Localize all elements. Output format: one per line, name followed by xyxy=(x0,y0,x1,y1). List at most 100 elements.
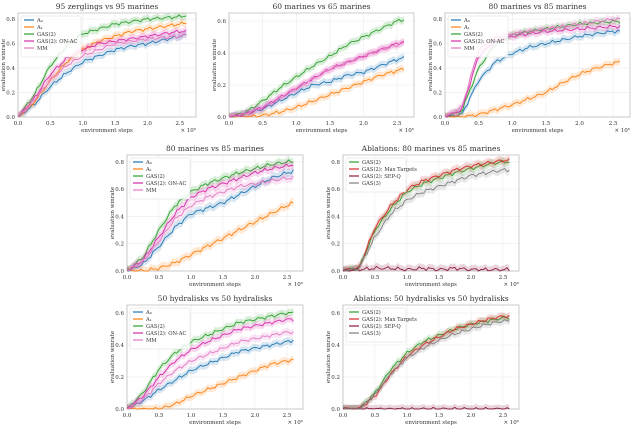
series-line xyxy=(126,163,294,272)
x-multiplier: × 10⁶ xyxy=(287,419,303,426)
x-tick-label: 1.0 xyxy=(187,413,196,419)
x-tick-label: 2.5 xyxy=(283,275,292,281)
x-multiplier: × 10⁶ xyxy=(503,281,519,288)
legend-label: A₁ xyxy=(145,167,152,173)
x-tick-label: 0.5 xyxy=(155,275,164,281)
series-line xyxy=(228,56,405,118)
x-tick-label: 0.5 xyxy=(371,275,380,281)
y-axis-label: evaluation winrate xyxy=(110,331,116,383)
legend-box xyxy=(447,15,509,58)
x-tick-label: 1.5 xyxy=(542,121,551,127)
y-tick-label: 0.4 xyxy=(331,214,340,220)
y-tick-label: 0.6 xyxy=(331,311,340,317)
y-axis-label: evaluation winrate xyxy=(428,39,434,91)
legend-label: GAS(3) xyxy=(362,180,381,187)
legend-label: GAS(2) xyxy=(464,31,483,38)
chart-title: 95 zerglings vs 95 marines xyxy=(56,2,159,11)
series-band xyxy=(343,313,510,409)
x-tick-label: 0.0 xyxy=(123,413,132,419)
series-band xyxy=(445,16,620,118)
y-axis-label: evaluation winrate xyxy=(110,187,116,239)
x-multiplier: × 10⁶ xyxy=(180,127,196,134)
x-tick-label: 0.5 xyxy=(474,121,483,127)
series-band xyxy=(127,336,294,409)
y-axis-label: evaluation winrate xyxy=(326,187,332,239)
legend-label: GAS(2) xyxy=(37,31,56,38)
plot-frame xyxy=(444,12,631,118)
series-band xyxy=(127,355,294,409)
legend-label: GAS(3) xyxy=(362,330,381,337)
legend-label: GAS(2): Max Targets xyxy=(362,316,417,323)
series-line xyxy=(126,318,294,409)
series-line xyxy=(342,406,510,410)
x-tick-label: 1.0 xyxy=(78,121,87,127)
y-tick-label: 0.6 xyxy=(6,42,15,48)
y-tick-label: 0.2 xyxy=(115,375,124,381)
series-line xyxy=(343,314,510,410)
y-tick-label: 0.6 xyxy=(331,187,340,193)
legend-box xyxy=(20,15,82,58)
series-line xyxy=(126,311,294,409)
series-line xyxy=(228,41,405,118)
legend-label: GAS(2): ON-AC xyxy=(37,38,77,45)
x-multiplier: × 10⁶ xyxy=(287,281,303,288)
x-tick-label: 0.0 xyxy=(441,121,450,127)
series-line xyxy=(126,201,294,272)
panel-p3: 80 marines vs 85 marines 0.0 0.2 0.4 0.6 0.8 0… xyxy=(428,2,631,134)
x-multiplier: × 10⁶ xyxy=(398,127,414,134)
x-tick-label: 1.5 xyxy=(219,275,228,281)
x-tick-label: 1.0 xyxy=(403,275,412,281)
legend-label: A₀ xyxy=(463,18,470,24)
series-band xyxy=(343,311,510,409)
series-line xyxy=(126,175,294,272)
legend-box xyxy=(345,307,407,343)
x-axis-label: environment steps xyxy=(81,128,133,134)
panel-p7: Ablations: 50 hydralisks vs 50 hydralisk… xyxy=(326,294,520,426)
legend-label: MM xyxy=(146,188,157,194)
legend-label: GAS(2) xyxy=(146,323,165,330)
series-line xyxy=(342,319,510,410)
legend-label: A₁ xyxy=(145,317,152,323)
chart-title: Ablations: 50 hydralisks vs 50 hydralisk… xyxy=(352,294,508,303)
x-axis-label: environment steps xyxy=(189,282,241,288)
x-tick-label: 2.5 xyxy=(499,275,508,281)
series-line xyxy=(127,169,294,272)
x-multiplier: × 10⁶ xyxy=(503,419,519,426)
y-axis-label: evaluation winrate xyxy=(212,39,218,91)
y-tick-label: 0.2 xyxy=(115,242,124,248)
legend-label: MM xyxy=(146,338,157,344)
y-tick-label: 0.0 xyxy=(217,115,226,121)
x-tick-label: 0.0 xyxy=(339,413,348,419)
x-tick-label: 0.5 xyxy=(155,413,164,419)
series-line xyxy=(228,67,405,118)
x-tick-label: 2.0 xyxy=(575,121,584,127)
x-multiplier: × 10⁶ xyxy=(614,127,630,134)
series-band xyxy=(127,308,294,409)
y-tick-label: 0.0 xyxy=(115,407,124,413)
series-band xyxy=(445,57,620,117)
legend-label: MM xyxy=(464,46,475,52)
series-band xyxy=(127,328,294,409)
x-tick-label: 2.0 xyxy=(143,121,152,127)
series-line xyxy=(342,266,510,272)
x-tick-label: 1.0 xyxy=(403,413,412,419)
series-band xyxy=(18,18,187,117)
series-band xyxy=(343,155,510,271)
series-line xyxy=(17,14,187,118)
series-line xyxy=(126,331,294,410)
chart-title: Ablations: 80 marines vs 85 marines xyxy=(361,144,501,153)
y-tick-label: 0.4 xyxy=(217,51,226,57)
y-tick-label: 0.0 xyxy=(115,269,124,275)
series-band xyxy=(343,262,510,271)
y-tick-label: 0.0 xyxy=(6,115,15,121)
y-tick-label: 0.2 xyxy=(6,91,15,97)
series-line xyxy=(126,358,294,410)
legend-label: A₀ xyxy=(145,160,152,166)
series-line xyxy=(17,33,187,117)
x-tick-label: 2.5 xyxy=(393,121,402,127)
series-line xyxy=(228,40,405,118)
x-tick-label: 0.0 xyxy=(225,121,234,127)
x-tick-label: 2.5 xyxy=(283,413,292,419)
